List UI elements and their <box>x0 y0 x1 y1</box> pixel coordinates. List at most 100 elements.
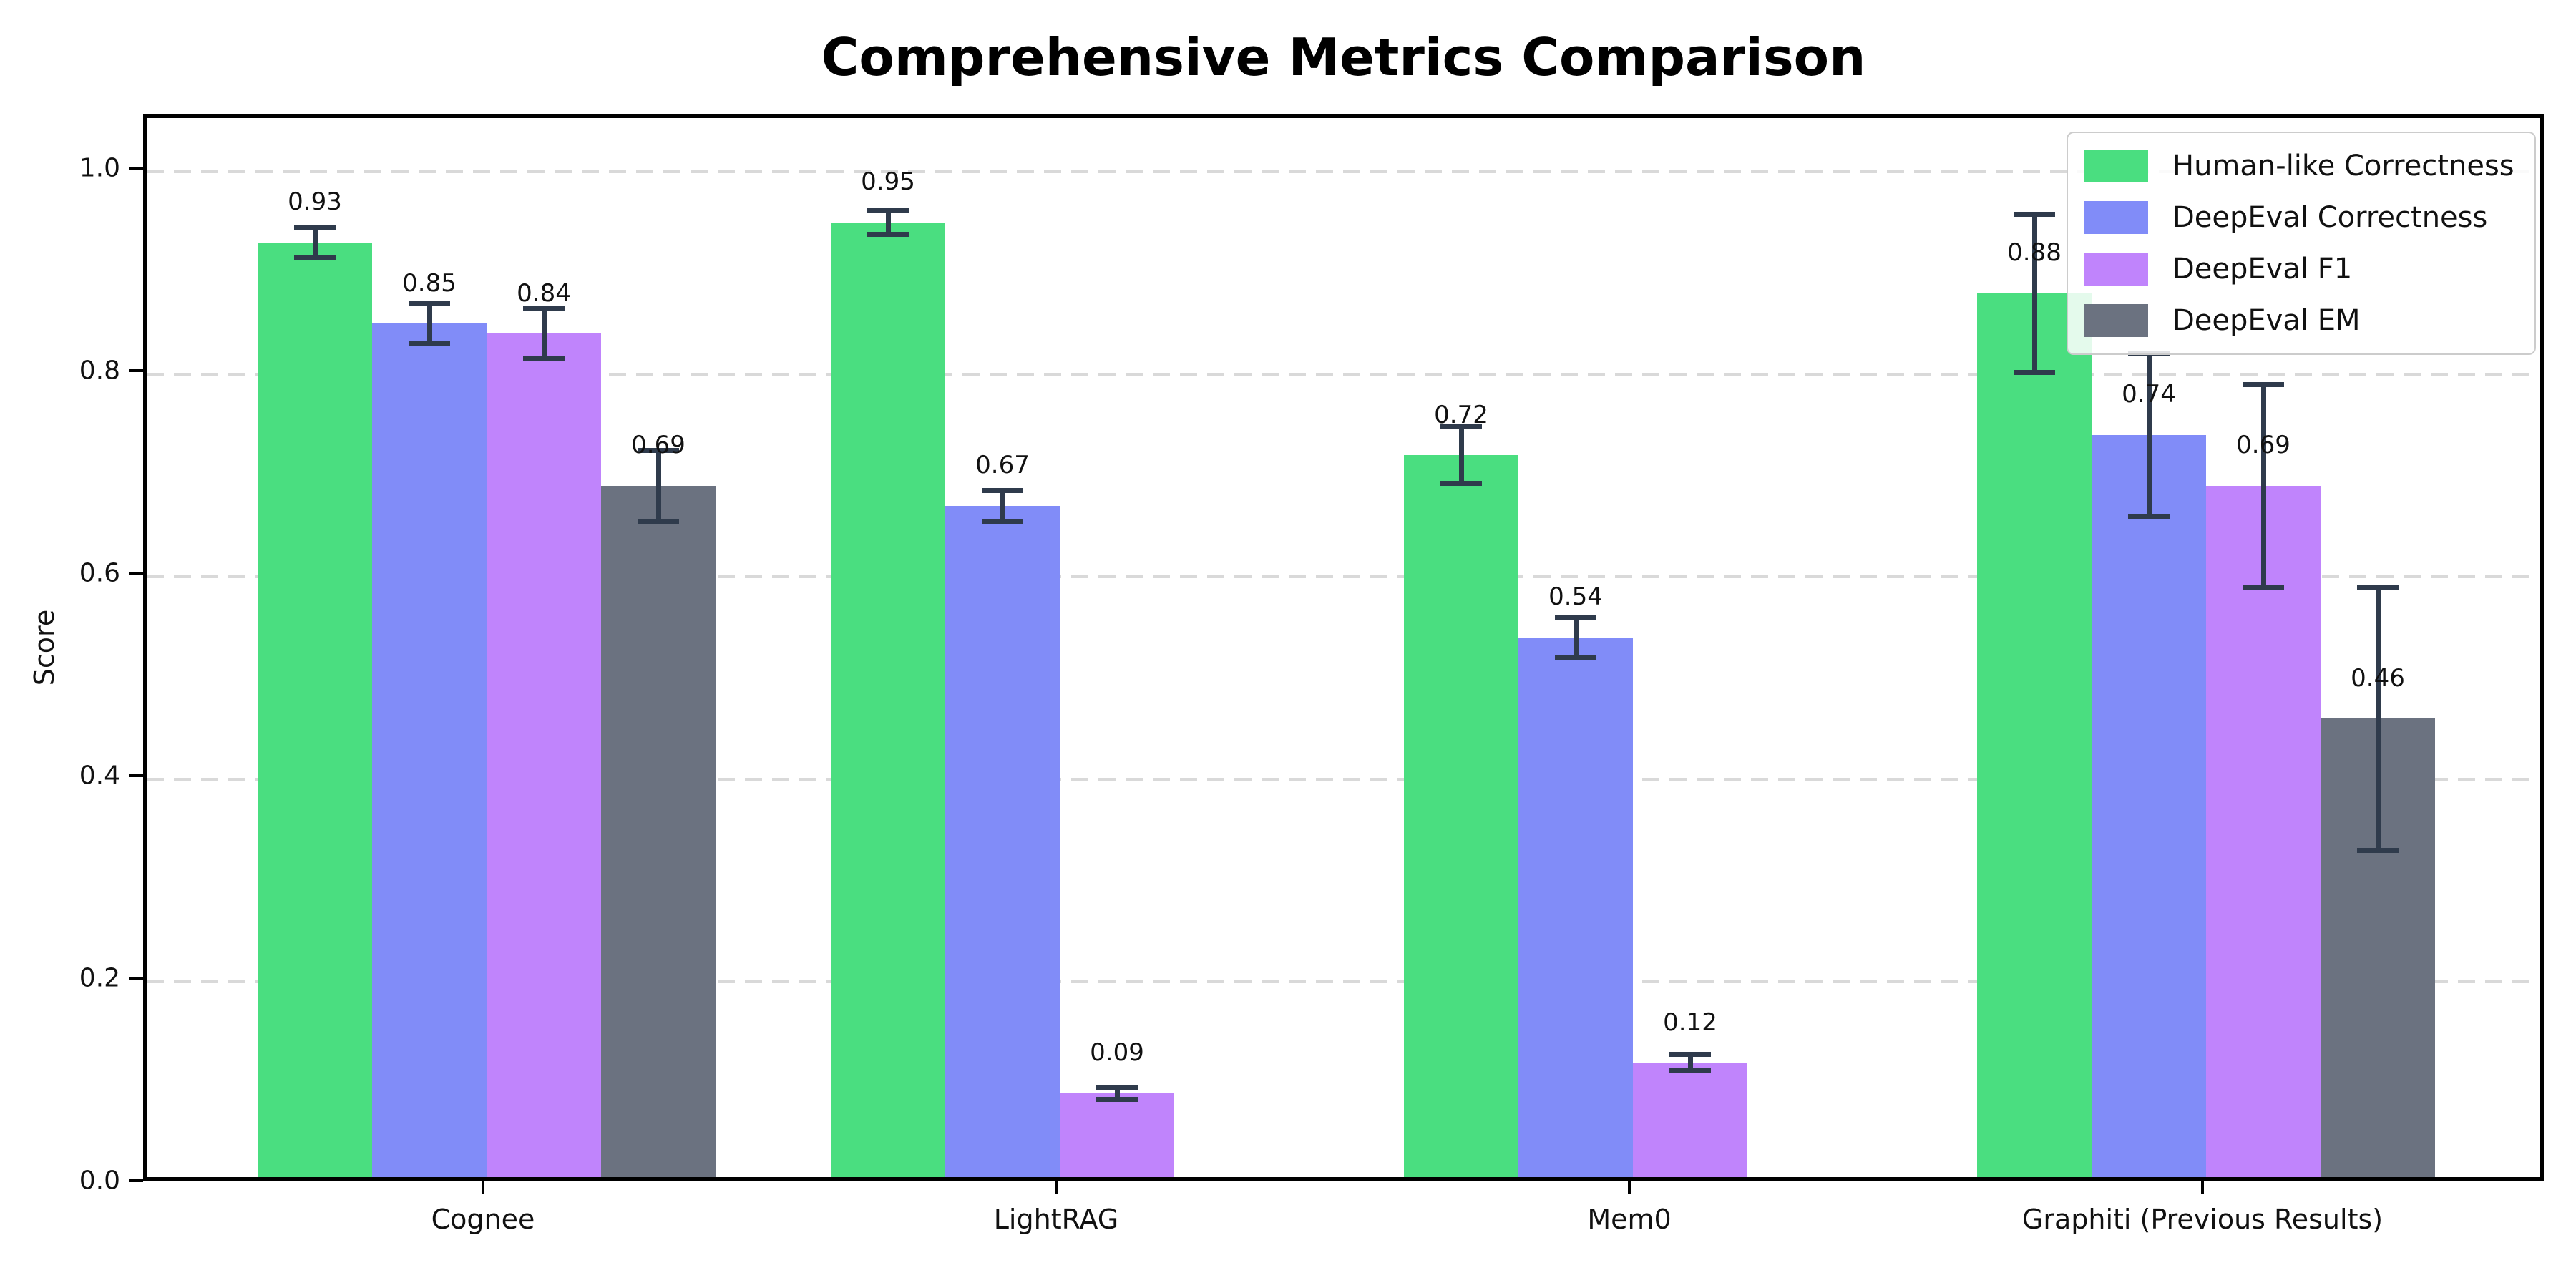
bar <box>487 333 601 1177</box>
y-tick-label: 0.4 <box>79 761 120 791</box>
y-tick-label: 0.8 <box>79 356 120 386</box>
bar-value-label: 0.72 <box>1434 400 1488 429</box>
legend-label: Human-like Correctness <box>2172 150 2514 182</box>
bar-value-label: 0.67 <box>975 451 1030 480</box>
y-tick-label: 0.0 <box>79 1166 120 1196</box>
bar <box>1518 637 1633 1177</box>
y-axis-tick <box>129 977 143 980</box>
error-bar <box>426 303 432 344</box>
bar-value-label: 0.54 <box>1548 582 1603 612</box>
y-axis-tick <box>129 369 143 372</box>
legend-label: DeepEval Correctness <box>2172 201 2488 234</box>
error-bar <box>1229 1180 1234 1181</box>
error-bar-cap <box>2014 211 2055 217</box>
error-bar <box>2260 384 2266 587</box>
bar <box>372 323 487 1177</box>
bar <box>945 505 1060 1177</box>
error-bar <box>1573 617 1579 658</box>
error-bar-cap <box>867 208 909 213</box>
y-tick-label: 0.6 <box>79 558 120 588</box>
chart-title: Comprehensive Metrics Comparison <box>821 27 1866 87</box>
error-bar-cap <box>523 306 565 311</box>
y-axis-tick <box>129 167 143 170</box>
y-axis-tick <box>129 1179 143 1182</box>
x-axis-tick <box>2201 1181 2204 1194</box>
error-bar-cap <box>1440 481 1482 487</box>
error-bar <box>312 227 318 258</box>
bar <box>1977 293 2092 1177</box>
error-bar-cap <box>1440 424 1482 430</box>
y-axis-tick <box>129 774 143 777</box>
error-bar <box>1000 490 1005 522</box>
error-bar-cap <box>638 518 679 524</box>
error-bar-cap <box>409 301 450 306</box>
bar <box>2206 485 2321 1177</box>
x-tick-label: LightRAG <box>993 1204 1119 1235</box>
bar-value-label: 0.12 <box>1663 1008 1717 1037</box>
error-bar-cap <box>2243 584 2284 590</box>
x-axis-tick <box>482 1181 484 1194</box>
error-bar <box>1114 1087 1120 1100</box>
error-bar-cap <box>638 447 679 453</box>
legend-item: DeepEval F1 <box>2084 243 2519 295</box>
x-axis-tick <box>1628 1181 1631 1194</box>
x-axis-tick <box>1055 1181 1058 1194</box>
error-bar <box>2031 214 2037 373</box>
legend-swatch-deepeval-f1 <box>2084 253 2148 286</box>
gridline <box>147 373 2540 376</box>
error-bar-cap <box>523 356 565 362</box>
gridline <box>147 980 2540 983</box>
legend-swatch-human-like-correctness <box>2084 150 2148 182</box>
error-bar-cap <box>2014 369 2055 375</box>
error-bar <box>2146 353 2152 517</box>
y-tick-label: 0.2 <box>79 963 120 993</box>
legend-item: DeepEval EM <box>2084 295 2519 346</box>
bar <box>258 243 372 1177</box>
error-bar <box>1458 426 1464 484</box>
error-bar-cap <box>1784 1179 1825 1181</box>
bar <box>601 485 716 1177</box>
y-tick-label: 1.0 <box>79 153 120 183</box>
error-bar-cap <box>2357 584 2399 590</box>
y-axis-tick <box>129 572 143 575</box>
bar-value-label: 0.46 <box>2351 663 2405 693</box>
bar <box>831 222 945 1177</box>
legend-item: DeepEval Correctness <box>2084 192 2519 243</box>
error-bar-cap <box>1555 615 1596 620</box>
bar-value-label: 0.74 <box>2122 380 2176 409</box>
bar-value-label: 0.93 <box>288 187 342 217</box>
error-bar-cap <box>2128 513 2170 519</box>
x-tick-label: Graphiti (Previous Results) <box>2021 1204 2384 1235</box>
error-bar-cap <box>1555 655 1596 660</box>
error-bar-cap <box>1211 1178 1252 1181</box>
bar-value-label: 0.88 <box>2007 238 2062 268</box>
bar-value-label: 0.84 <box>517 278 571 308</box>
bar-value-label: 0.69 <box>631 431 686 460</box>
error-bar-cap <box>2357 847 2399 853</box>
error-bar-cap <box>409 341 450 347</box>
error-bar-cap <box>294 225 336 230</box>
gridline <box>147 575 2540 578</box>
legend-label: DeepEval EM <box>2172 304 2361 337</box>
error-bar-cap <box>1096 1084 1138 1090</box>
error-bar <box>1687 1054 1693 1071</box>
gridline <box>147 170 2540 173</box>
bar-value-label: 0.09 <box>1090 1038 1144 1068</box>
bar <box>1404 455 1518 1177</box>
bar <box>1633 1063 1747 1177</box>
error-bar-cap <box>1669 1068 1711 1074</box>
bar-value-label: 0.69 <box>2236 431 2290 460</box>
legend-swatch-deepeval-correctness <box>2084 201 2148 234</box>
error-bar <box>541 308 547 359</box>
error-bar-cap <box>2243 381 2284 387</box>
error-bar-cap <box>294 255 336 260</box>
bar-value-label: 0.85 <box>402 268 457 298</box>
error-bar-cap <box>1669 1052 1711 1058</box>
legend-item: Human-like Correctness <box>2084 140 2519 192</box>
x-tick-label: Mem0 <box>1587 1204 1672 1235</box>
error-bar-cap <box>867 232 909 238</box>
legend: Human-like Correctness DeepEval Correctn… <box>2067 132 2536 355</box>
error-bar-cap <box>982 518 1023 524</box>
error-bar <box>2375 587 2381 851</box>
